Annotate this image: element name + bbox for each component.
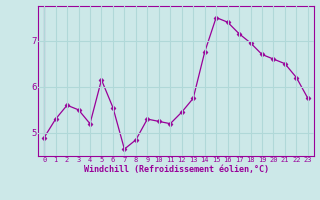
X-axis label: Windchill (Refroidissement éolien,°C): Windchill (Refroidissement éolien,°C) (84, 165, 268, 174)
